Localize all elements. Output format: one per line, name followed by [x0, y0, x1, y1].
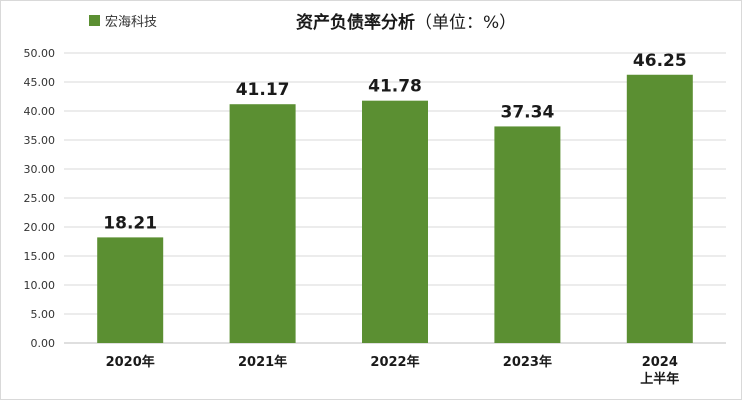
y-tick-label: 35.00 — [24, 134, 56, 147]
bars — [97, 74, 693, 344]
y-tick-label: 20.00 — [24, 221, 56, 234]
bar — [362, 100, 428, 344]
y-tick-label: 30.00 — [24, 163, 56, 176]
legend-swatch — [89, 15, 100, 26]
category-label: 2022年 — [370, 354, 419, 370]
bar — [97, 237, 164, 343]
y-tick-label: 5.00 — [31, 308, 56, 321]
chart-title-unit: （单位：%） — [415, 13, 516, 33]
y-tick-label: 50.00 — [24, 47, 56, 60]
bar — [494, 126, 561, 343]
bar — [229, 104, 296, 344]
category-label: 2023年 — [503, 354, 552, 370]
category-label: 2021年 — [238, 354, 287, 370]
y-tick-label: 25.00 — [24, 192, 56, 205]
category-label: 2024 — [642, 355, 678, 370]
chart-title-main: 资产负债率分析 — [296, 12, 415, 33]
y-tick-label: 15.00 — [24, 250, 56, 263]
bar — [626, 74, 693, 343]
y-tick-label: 10.00 — [24, 279, 56, 292]
data-labels: 18.21 41.17 41.78 37.34 46.25 — [103, 51, 686, 234]
data-label: 41.17 — [236, 80, 290, 100]
data-label: 18.21 — [103, 213, 157, 233]
y-tick-label: 0.00 — [31, 337, 56, 350]
legend-label: 宏海科技 — [105, 15, 157, 30]
data-label: 41.78 — [368, 77, 422, 97]
category-label: 2020年 — [106, 354, 155, 370]
y-axis-ticks: 0.00 5.00 10.00 15.00 20.00 25.00 30.00 35.00 40… — [24, 47, 56, 350]
legend: 宏海科技 — [89, 15, 157, 30]
category-label: 上半年 — [640, 371, 679, 387]
data-label: 46.25 — [633, 51, 687, 71]
chart-title: 资产负债率分析（单位：%） — [296, 12, 516, 33]
y-tick-label: 40.00 — [24, 105, 56, 118]
data-label: 37.34 — [501, 102, 555, 122]
y-tick-label: 45.00 — [24, 76, 56, 89]
